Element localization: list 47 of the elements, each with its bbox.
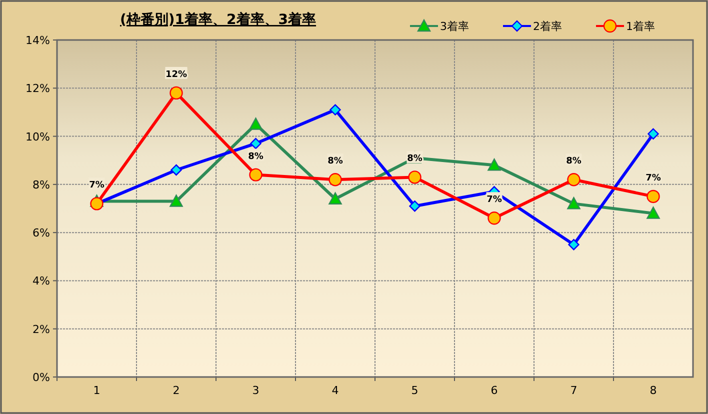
y-tick-label: 4% [32,274,50,288]
point [567,197,580,210]
legend-label: 2着率 [533,20,562,33]
data-label: 7% [486,195,502,206]
point [646,190,660,204]
data-label: 7% [89,180,104,191]
y-tick-label: 8% [32,178,50,192]
x-tick-label: 5 [411,384,418,397]
legend-label: 1着率 [626,20,655,33]
point [249,168,262,182]
legend-label: 3着率 [440,20,469,33]
point [567,173,580,186]
y-tick-label: 12% [26,82,50,96]
y-tick-label: 2% [32,322,50,336]
point [330,104,341,116]
point [409,200,420,212]
y-tick-label: 14% [26,34,50,47]
data-label: 8% [248,152,264,162]
point [648,128,659,140]
x-tick-label: 6 [490,384,498,397]
chart-title: (枠番別)1着率、2着率、3着率 [120,11,316,28]
point [408,170,422,184]
point [249,118,262,130]
data-label: 7% [646,173,661,184]
point [646,206,660,219]
point [568,239,580,250]
data-label: 8% [407,154,422,164]
x-tick-label: 8 [650,384,657,397]
x-tick-label: 3 [252,384,260,397]
data-label: 8% [566,156,582,167]
x-tick-label: 4 [332,384,339,397]
point [170,86,183,100]
point [488,212,501,225]
y-tick-label: 6% [32,226,50,240]
point [328,192,342,204]
x-tick-label: 7 [570,384,578,397]
point [170,164,182,176]
point [250,138,262,150]
y-tick-label: 10% [26,130,50,144]
x-tick-label: 1 [93,384,100,397]
data-label: 12% [165,70,188,80]
point [488,158,501,171]
point [170,194,183,207]
x-tick-label: 2 [172,384,180,397]
data-label: 8% [328,156,343,167]
point [328,173,342,186]
y-tick-label: 0% [32,371,50,384]
